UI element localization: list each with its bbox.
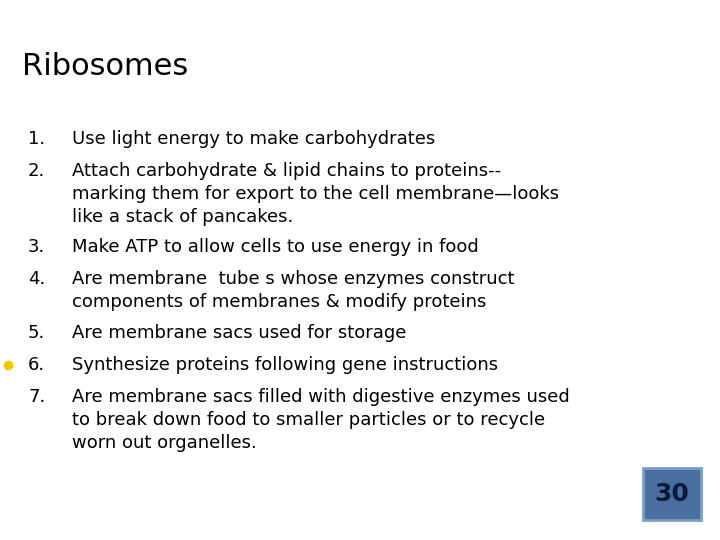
- Text: 4.: 4.: [28, 270, 45, 288]
- Text: 7.: 7.: [28, 388, 45, 406]
- Text: 2.: 2.: [28, 162, 45, 180]
- Text: Are membrane  tube s whose enzymes construct
components of membranes & modify pr: Are membrane tube s whose enzymes constr…: [72, 270, 515, 311]
- FancyBboxPatch shape: [643, 468, 701, 520]
- Text: 1.: 1.: [28, 130, 45, 148]
- Text: Make ATP to allow cells to use energy in food: Make ATP to allow cells to use energy in…: [72, 238, 479, 256]
- Text: Are membrane sacs used for storage: Are membrane sacs used for storage: [72, 324, 406, 342]
- Text: 3.: 3.: [28, 238, 45, 256]
- Text: Attach carbohydrate & lipid chains to proteins--
marking them for export to the : Attach carbohydrate & lipid chains to pr…: [72, 162, 559, 226]
- Text: Use light energy to make carbohydrates: Use light energy to make carbohydrates: [72, 130, 436, 148]
- Text: Are membrane sacs filled with digestive enzymes used
to break down food to small: Are membrane sacs filled with digestive …: [72, 388, 570, 452]
- Text: Synthesize proteins following gene instructions: Synthesize proteins following gene instr…: [72, 356, 498, 374]
- Text: 5.: 5.: [28, 324, 45, 342]
- Text: 6.: 6.: [28, 356, 45, 374]
- Text: 30: 30: [654, 482, 690, 506]
- Text: Ribosomes: Ribosomes: [22, 52, 188, 81]
